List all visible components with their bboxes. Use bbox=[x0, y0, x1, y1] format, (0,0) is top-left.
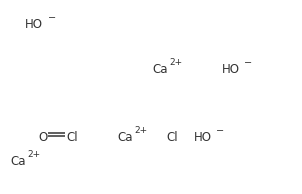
Text: 2+: 2+ bbox=[169, 58, 182, 67]
Text: Ca: Ca bbox=[10, 155, 25, 168]
Text: −: − bbox=[244, 58, 252, 68]
Text: −: − bbox=[216, 126, 224, 136]
Text: HO: HO bbox=[25, 18, 43, 31]
Text: HO: HO bbox=[222, 63, 240, 76]
Text: Ca: Ca bbox=[117, 131, 133, 144]
Text: Ca: Ca bbox=[152, 63, 168, 76]
Text: 2+: 2+ bbox=[134, 126, 147, 135]
Text: −: − bbox=[48, 13, 56, 23]
Text: Cl: Cl bbox=[166, 131, 178, 144]
Text: 2+: 2+ bbox=[27, 150, 40, 159]
Text: O: O bbox=[38, 131, 47, 144]
Text: Cl: Cl bbox=[66, 131, 78, 144]
Text: HO: HO bbox=[194, 131, 212, 144]
